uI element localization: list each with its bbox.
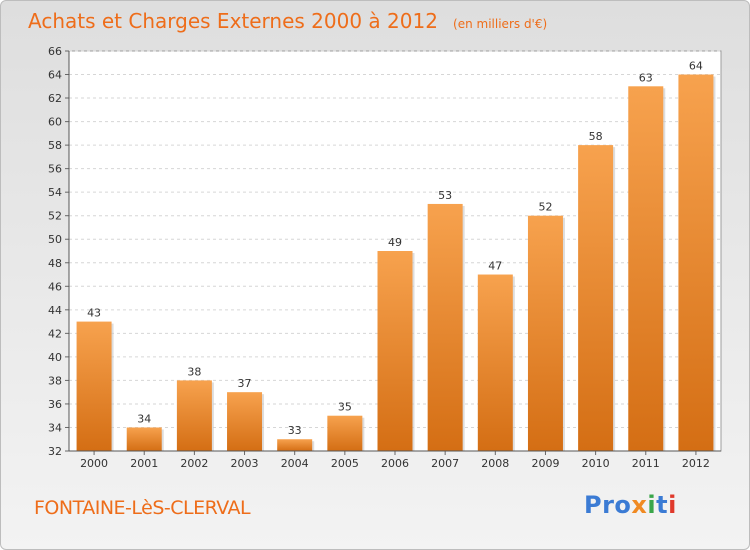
y-tick-label: 36: [48, 398, 62, 411]
logo-part-5: i: [668, 491, 677, 519]
value-label: 43: [87, 307, 101, 320]
bar: [477, 274, 513, 451]
y-tick-label: 44: [48, 304, 62, 317]
value-label: 53: [438, 189, 452, 202]
y-tick-label: 40: [48, 351, 62, 364]
chart-title-unit: (en milliers d'€): [453, 17, 548, 31]
y-tick-label: 56: [48, 163, 62, 176]
y-tick-label: 34: [48, 421, 62, 434]
value-label: 49: [388, 236, 402, 249]
y-tick-label: 42: [48, 327, 62, 340]
bar: [327, 415, 363, 451]
bar: [527, 215, 563, 451]
value-label: 47: [488, 260, 502, 273]
bar: [76, 321, 112, 451]
logo-part-2: x: [631, 491, 648, 519]
x-tick-label: 2004: [281, 457, 309, 470]
y-tick-label: 32: [48, 445, 62, 458]
town-name: FONTAINE-LèS-CLERVAL: [34, 497, 251, 519]
y-tick-label: 62: [48, 92, 62, 105]
bar: [377, 251, 413, 451]
y-tick-label: 54: [48, 186, 62, 199]
x-tick-label: 2000: [80, 457, 108, 470]
x-tick-label: 2012: [682, 457, 710, 470]
x-tick-label: 2007: [431, 457, 459, 470]
value-label: 58: [589, 130, 603, 143]
logo-part-1: Pro: [584, 491, 632, 519]
bar: [277, 439, 313, 451]
bar: [628, 86, 664, 451]
x-tick-label: 2009: [531, 457, 559, 470]
bar: [427, 203, 463, 451]
x-tick-label: 2003: [231, 457, 259, 470]
bar: [578, 145, 614, 451]
x-tick-label: 2002: [180, 457, 208, 470]
y-tick-label: 60: [48, 116, 62, 129]
x-tick-label: 2008: [481, 457, 509, 470]
y-tick-label: 48: [48, 257, 62, 270]
y-tick-label: 64: [48, 69, 62, 82]
bar: [176, 380, 212, 451]
x-tick-label: 2010: [582, 457, 610, 470]
chart-title: Achats et Charges Externes 2000 à 2012 (…: [28, 9, 547, 33]
x-tick-label: 2005: [331, 457, 359, 470]
x-tick-label: 2001: [130, 457, 158, 470]
x-tick-label: 2006: [381, 457, 409, 470]
value-label: 63: [639, 71, 653, 84]
bar: [126, 427, 162, 451]
value-label: 35: [338, 401, 352, 414]
bar: [678, 74, 714, 451]
value-label: 64: [689, 60, 703, 73]
chart-title-main: Achats et Charges Externes 2000 à 2012: [28, 9, 438, 33]
y-tick-label: 38: [48, 374, 62, 387]
value-label: 37: [238, 377, 252, 390]
proxiti-logo: Proxiti: [584, 491, 677, 519]
y-tick-label: 66: [48, 45, 62, 58]
y-tick-label: 50: [48, 233, 62, 246]
value-label: 34: [137, 412, 151, 425]
y-tick-label: 58: [48, 139, 62, 152]
y-tick-label: 52: [48, 210, 62, 223]
value-label: 52: [538, 201, 552, 214]
bar: [227, 392, 263, 451]
x-tick-label: 2011: [632, 457, 660, 470]
logo-part-4: t: [656, 491, 669, 519]
logo-part-3: i: [647, 491, 657, 519]
y-tick-label: 46: [48, 280, 62, 293]
value-label: 38: [187, 365, 201, 378]
value-label: 33: [288, 424, 302, 437]
